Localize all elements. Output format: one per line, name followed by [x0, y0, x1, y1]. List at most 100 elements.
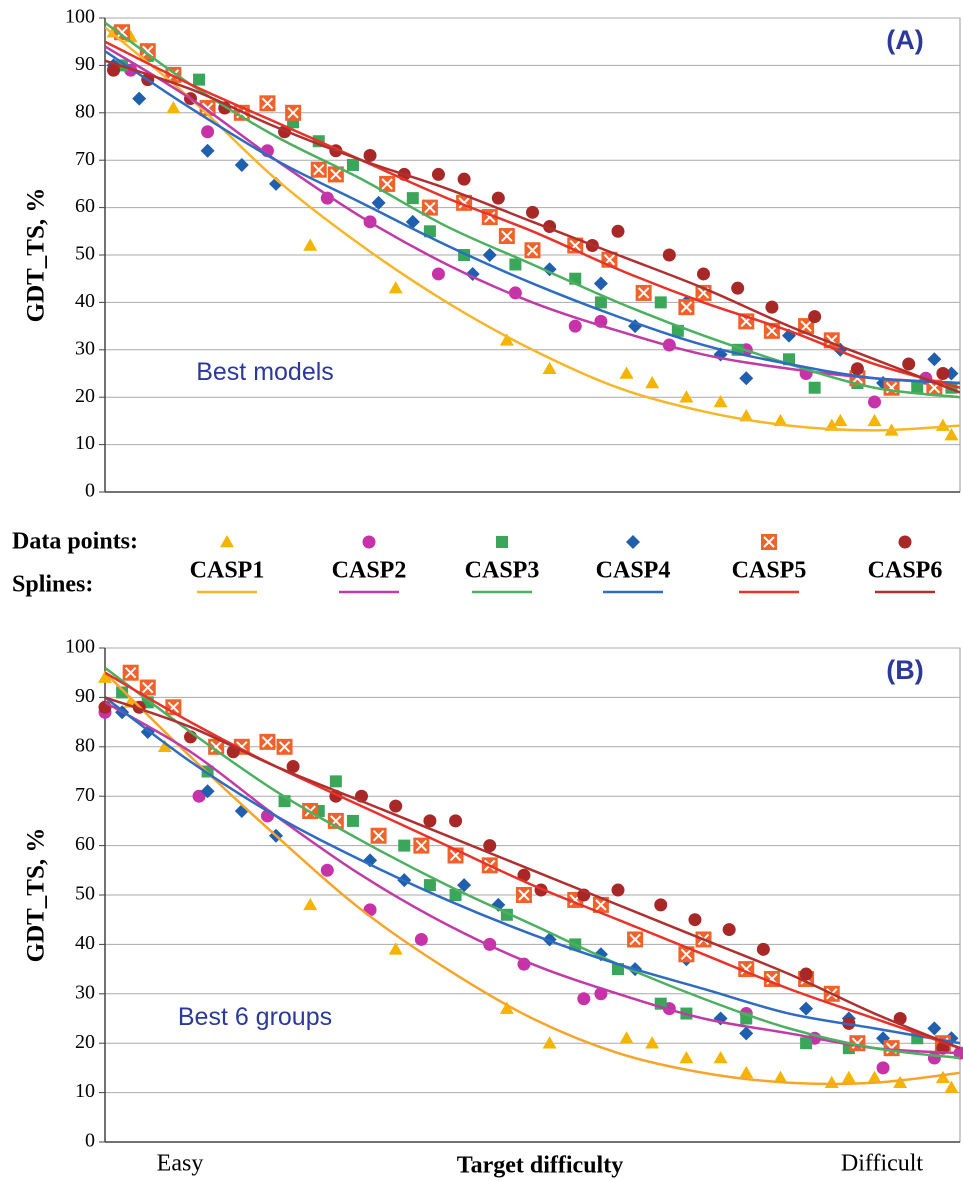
boxx-cross	[142, 681, 154, 694]
triangle-marker	[935, 1070, 950, 1084]
triangle-marker	[303, 238, 318, 251]
spline	[105, 40, 960, 389]
circle-marker	[654, 898, 668, 912]
boxx-marker	[421, 199, 438, 216]
circle-marker	[483, 839, 497, 853]
boxx-cross	[501, 230, 513, 242]
triangle-marker	[841, 1070, 856, 1084]
y-tick-label: 60	[75, 195, 95, 217]
diamond-marker	[927, 1021, 942, 1036]
boxx-cross	[372, 830, 385, 842]
boxx-cross	[330, 168, 342, 181]
y-tick-label: 100	[65, 6, 95, 28]
circle-marker	[850, 362, 864, 376]
boxx-marker	[285, 104, 302, 121]
circle-marker	[876, 1061, 890, 1075]
triangle-marker	[542, 361, 557, 375]
boxx-marker	[259, 95, 276, 112]
square-marker	[800, 1037, 813, 1050]
square-marker	[398, 839, 411, 852]
square-marker	[509, 258, 522, 271]
square-marker	[193, 73, 206, 86]
circle-marker	[320, 191, 334, 205]
diamond-marker	[200, 143, 215, 158]
spline	[105, 26, 960, 432]
boxx-cross	[381, 178, 393, 190]
circle-marker	[423, 814, 437, 828]
panel-label: (B)	[886, 655, 923, 685]
boxx-marker	[883, 379, 900, 396]
circle-marker	[688, 913, 702, 927]
circle-marker	[389, 799, 403, 813]
spline	[105, 701, 960, 1055]
y-tick-label: 10	[75, 432, 95, 454]
legend-label: CASP1	[190, 558, 265, 584]
boxx-marker	[208, 738, 225, 755]
triangle-marker	[619, 366, 634, 379]
spline	[105, 59, 960, 394]
circle-marker	[491, 191, 505, 205]
circle-marker	[697, 267, 710, 281]
boxx-marker	[524, 242, 541, 259]
triangle-marker	[499, 1001, 514, 1014]
spline	[105, 21, 960, 399]
circle-marker	[731, 281, 745, 295]
boxx-cross	[595, 899, 607, 911]
square-marker	[654, 296, 667, 309]
diamond-marker	[739, 371, 754, 386]
boxx-marker	[327, 166, 344, 183]
circle-marker	[449, 814, 463, 828]
boxx-marker	[635, 284, 652, 301]
circle-marker	[927, 1051, 941, 1065]
triangle-marker	[739, 1065, 754, 1079]
boxx-cross	[261, 97, 274, 110]
boxx-cross	[415, 839, 428, 852]
legend-marker	[362, 535, 376, 549]
x-end-label: Difficult	[841, 1151, 924, 1177]
triangle-marker	[388, 942, 403, 955]
boxx-marker	[678, 299, 695, 316]
triangle-marker	[824, 1075, 839, 1088]
square-marker	[423, 879, 436, 892]
circle-marker	[936, 367, 950, 380]
triangle-marker	[935, 418, 950, 431]
y-tick-label: 50	[75, 243, 95, 265]
y-tick-label: 40	[75, 932, 95, 954]
triangle-marker	[944, 1080, 959, 1093]
y-tick-label: 70	[75, 148, 95, 170]
circle-marker	[201, 125, 215, 139]
triangle-marker	[944, 428, 959, 441]
legend-marker	[496, 536, 508, 548]
y-tick-label: 20	[75, 385, 95, 407]
circle-marker	[868, 395, 881, 409]
square-marker	[346, 814, 359, 827]
y-tick-label: 60	[75, 833, 95, 855]
boxx-marker	[122, 664, 139, 681]
y-tick-label: 20	[75, 1031, 95, 1053]
y-axis-title: GDT_TS, %	[23, 188, 50, 323]
spline	[105, 671, 960, 1086]
x-start-label: Easy	[157, 1151, 204, 1177]
triangle-marker	[388, 281, 403, 294]
boxx-marker	[259, 733, 276, 750]
boxx-cross	[261, 736, 274, 748]
triangle-marker	[499, 333, 514, 346]
triangle-marker	[713, 1051, 728, 1064]
diamond-marker	[234, 157, 249, 172]
circle-marker	[765, 300, 779, 314]
y-tick-label: 0	[85, 1130, 95, 1152]
annotation: Best 6 groups	[178, 1003, 332, 1031]
y-tick-label: 30	[75, 337, 95, 359]
circle-marker	[431, 167, 445, 181]
triangle-marker	[157, 739, 172, 753]
triangle-marker	[773, 1070, 788, 1084]
diamond-marker	[739, 1026, 754, 1041]
boxx-cross	[766, 325, 778, 337]
spline	[105, 696, 960, 1045]
square-marker	[116, 686, 129, 699]
triangle-marker	[645, 1036, 660, 1049]
boxx-marker	[379, 175, 396, 192]
circle-marker	[722, 923, 736, 937]
y-tick-label: 80	[75, 100, 95, 122]
